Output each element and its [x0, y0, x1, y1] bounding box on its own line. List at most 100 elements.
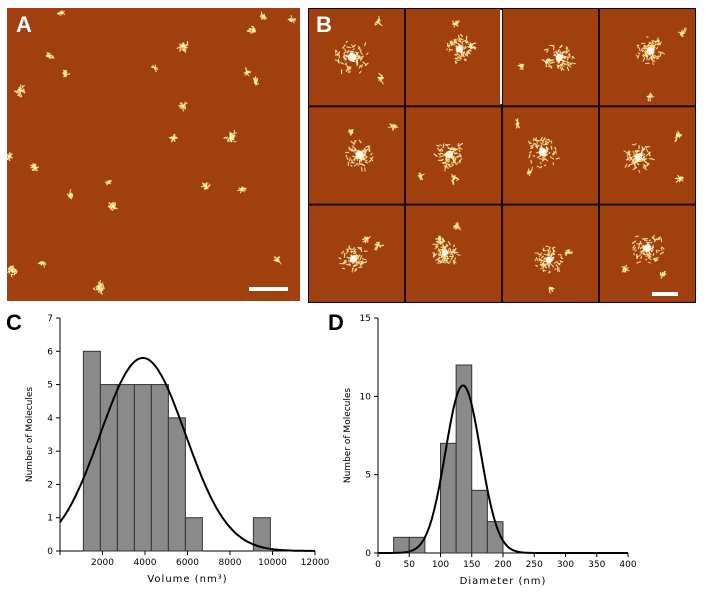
afm-fragment: [388, 123, 399, 132]
y-tick-label: 0: [365, 549, 371, 559]
gaussian-fit-curve: [59, 356, 315, 552]
afm-particle: [168, 133, 178, 143]
panel-label-b: B: [316, 12, 332, 37]
afm-particle: [56, 10, 66, 16]
afm-particle: [150, 64, 159, 73]
afm-fragment: [361, 236, 371, 244]
gallery-tile: [600, 9, 695, 106]
afm-molecule: [446, 33, 474, 65]
afm-particle: [259, 11, 268, 20]
afm-background: [7, 8, 300, 301]
histogram-bar: [471, 489, 488, 554]
afm-particle: [223, 129, 237, 143]
y-tick-label: 5: [47, 381, 53, 391]
afm-molecule: [543, 44, 577, 72]
panel-label-a: A: [16, 12, 32, 37]
afm-fragment: [347, 128, 354, 136]
x-tick-label: 300: [557, 560, 574, 570]
histogram-bar: [393, 536, 410, 554]
afm-fragment: [374, 241, 384, 251]
afm-fragment: [548, 286, 555, 294]
afm-molecule: [433, 142, 464, 172]
afm-fragment: [646, 92, 655, 102]
y-tick-label: 1: [47, 514, 53, 524]
histogram-volume: 0 1 2 3 4 5 6 7 2000 4000 6000 8000 10000 12000 Volume…: [25, 314, 330, 585]
y-tick-label: 0: [47, 547, 53, 557]
histogram-bar: [252, 517, 271, 552]
x-tick-label: 10000: [258, 558, 287, 568]
y-tick-label: 6: [47, 347, 53, 357]
afm-fragment: [377, 72, 385, 85]
afm-particle: [6, 152, 13, 162]
y-tick-label: 5: [365, 471, 371, 481]
afm-molecule: [338, 245, 368, 273]
afm-particle: [246, 25, 257, 35]
afm-fragment: [621, 264, 630, 273]
x-tick-label: 350: [588, 560, 605, 570]
afm-overview-image: [4, 8, 300, 301]
gallery-tile: [503, 9, 598, 106]
afm-gallery-svg: [308, 8, 696, 303]
afm-molecule: [334, 40, 369, 75]
y-tick-label: 15: [360, 314, 371, 324]
afm-particle: [4, 265, 19, 278]
afm-molecule: [635, 36, 666, 66]
panel-label-c: C: [6, 310, 22, 335]
histogram-bar: [440, 442, 457, 554]
x-tick-label: 12000: [301, 558, 330, 568]
gallery-tile: [406, 107, 501, 204]
afm-fragment: [417, 172, 425, 181]
y-axis-title: Number of Molecules: [343, 388, 353, 484]
x-tick-label: 100: [432, 560, 449, 570]
x-axis-title: Diameter (nm): [460, 576, 547, 587]
afm-fragment: [674, 130, 682, 143]
x-axis-title: Volume (nm³): [147, 574, 227, 585]
histogram-bar: [133, 384, 152, 552]
afm-particle: [37, 260, 47, 268]
afm-particle: [252, 76, 259, 86]
x-tick-label: 200: [494, 560, 511, 570]
x-tick-label: 0: [375, 560, 381, 570]
afm-particle: [104, 180, 112, 186]
afm-fragment: [677, 27, 687, 37]
afm-fragment: [564, 249, 574, 256]
gallery-tile: [406, 9, 501, 106]
afm-fragment: [526, 166, 534, 177]
afm-fragment: [517, 63, 525, 70]
afm-fragment: [435, 235, 446, 245]
afm-particle: [13, 84, 26, 98]
afm-fragment: [453, 221, 462, 231]
y-tick-label: 7: [47, 314, 53, 324]
afm-fragment: [674, 174, 684, 183]
afm-fragment: [374, 15, 383, 27]
afm-particle: [237, 186, 247, 194]
afm-fragment: [541, 58, 552, 68]
gallery-tile: [600, 205, 695, 302]
x-tick-label: 8000: [219, 558, 242, 568]
afm-particle: [200, 182, 211, 191]
gallery-tile: [309, 107, 404, 204]
afm-fragment: [450, 173, 460, 185]
afm-particle: [108, 201, 118, 211]
y-tick-label: 3: [47, 447, 53, 457]
gallery-tile: [600, 107, 695, 204]
afm-molecule: [527, 136, 560, 169]
y-axis-title: Number of Molecules: [25, 387, 35, 483]
histogram-bar: [167, 417, 186, 552]
gallery-tile: [309, 205, 404, 302]
gaussian-fit-curve: [378, 384, 628, 554]
x-tick-label: 6000: [176, 558, 199, 568]
panel-label-d: D: [328, 310, 344, 335]
afm-particle: [66, 188, 74, 200]
y-tick-label: 10: [360, 392, 372, 402]
afm-fragment: [467, 42, 477, 50]
afm-fragment: [659, 270, 667, 279]
gallery-tile: [406, 205, 501, 302]
afm-particle: [243, 66, 252, 77]
afm-molecule: [623, 143, 655, 173]
histogram-bar: [455, 364, 473, 554]
x-tick-label: 400: [619, 560, 636, 570]
afm-fragment: [451, 20, 460, 28]
afm-fragment: [515, 118, 520, 129]
